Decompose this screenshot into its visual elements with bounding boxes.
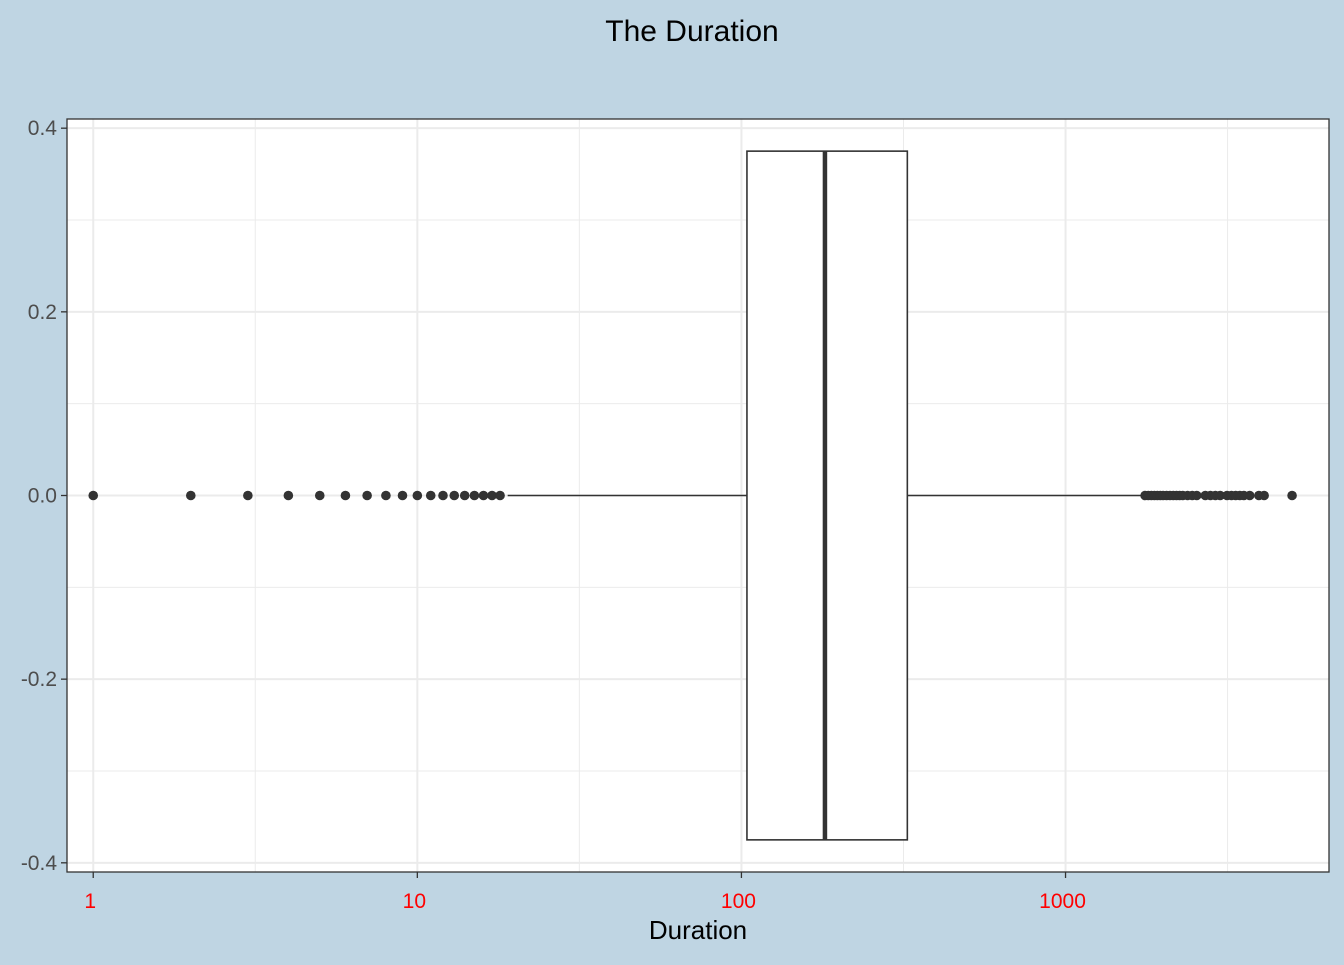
y-tick-label: 0.4 (28, 117, 58, 140)
x-tick-label: 10 (403, 890, 426, 913)
y-tick-label: 0.2 (28, 301, 57, 324)
outlier-point (469, 490, 480, 501)
x-tick-label: 1 (84, 890, 96, 913)
outlier-point (1191, 490, 1202, 501)
outlier-point (381, 490, 391, 501)
y-tick-label: -0.2 (21, 668, 57, 691)
outlier-point (340, 490, 351, 501)
outlier-point (425, 490, 436, 501)
outlier-point (495, 490, 505, 501)
axis-ticks: 1 10 100 1000 0.4 0.2 0.0 -0.2 -0.4 (21, 117, 1086, 913)
y-tick-label: 0.0 (28, 485, 57, 508)
x-axis-label: Duration (649, 915, 747, 945)
outlier-point (314, 490, 325, 501)
outlier-point (397, 490, 408, 501)
outlier-point (487, 490, 497, 501)
plot-panel-border (66, 118, 1330, 873)
outlier-point (1287, 490, 1297, 501)
outlier-point (283, 490, 294, 501)
outlier-point (88, 490, 99, 501)
chart-title: The Duration (605, 15, 778, 48)
outlier-point (478, 490, 489, 501)
outlier-point (449, 490, 460, 501)
x-tick-label: 1000 (1039, 890, 1086, 913)
x-tick-label: 100 (721, 890, 756, 913)
outlier-point (438, 490, 448, 501)
outlier-point (1259, 490, 1269, 501)
outlier-point (185, 490, 196, 501)
outlier-point (459, 490, 470, 501)
y-tick-label: -0.4 (21, 852, 58, 875)
outlier-point (412, 490, 423, 501)
outlier-point (362, 490, 372, 501)
outlier-point (243, 490, 253, 501)
box-marks (88, 150, 1297, 841)
outlier-point (1244, 490, 1255, 501)
outlier-point (1215, 490, 1225, 501)
